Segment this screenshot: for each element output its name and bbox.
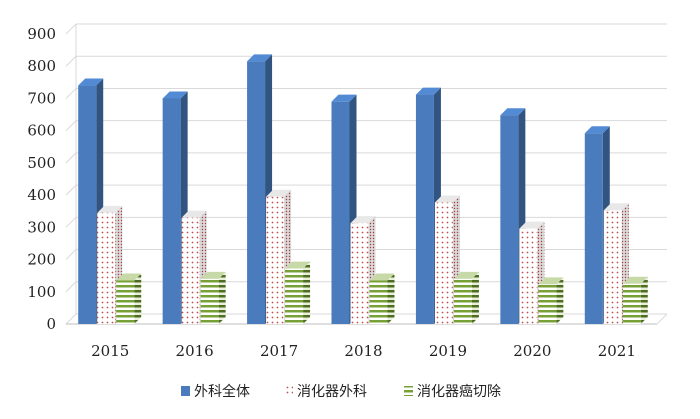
bar-front <box>453 278 472 324</box>
bar-front <box>603 210 622 324</box>
bar-top <box>538 277 564 285</box>
bar-top <box>200 271 226 279</box>
legend-label: 消化器癌切除 <box>417 384 501 400</box>
bar-front <box>97 212 116 324</box>
bar-front <box>350 223 369 324</box>
bar <box>116 273 142 324</box>
legend-label: 外科全体 <box>194 383 250 400</box>
bar <box>369 273 395 324</box>
y-tick-label: 700 <box>27 89 56 107</box>
x-tick-label: 2016 <box>176 342 214 360</box>
bar-top <box>434 195 460 203</box>
y-axis-ticks: 0 100 200 300 400 500 600 700 800 900 <box>27 25 56 333</box>
bar-front <box>162 98 181 324</box>
y-tick-label: 400 <box>27 186 56 204</box>
bar <box>538 277 564 324</box>
gridline-diag <box>65 313 77 325</box>
bar-front <box>519 228 538 324</box>
bar-top <box>622 276 648 284</box>
bar-top <box>350 216 376 224</box>
legend-item: 消化器癌切除 <box>404 384 501 400</box>
bar-front <box>78 85 97 324</box>
gridline-diag <box>65 88 77 99</box>
bar-top <box>78 78 104 86</box>
bar-side <box>640 276 648 324</box>
bar-front <box>181 217 200 324</box>
bar-top <box>162 91 188 99</box>
gridline-diag <box>65 23 77 35</box>
bar <box>285 261 311 324</box>
legend-swatch <box>404 386 413 396</box>
bars <box>78 54 648 325</box>
bar-top <box>453 271 479 279</box>
bar-side <box>134 273 142 324</box>
y-tick-label: 500 <box>27 154 56 172</box>
y-tick-label: 300 <box>27 218 56 236</box>
bar-front <box>584 133 603 324</box>
x-tick-label: 2019 <box>429 342 467 360</box>
bar-front <box>500 115 519 324</box>
gridline-diag <box>65 249 77 260</box>
x-tick-label: 2017 <box>260 342 298 360</box>
bar-front <box>369 280 388 324</box>
bar-front <box>200 278 219 324</box>
bar-top <box>415 87 441 95</box>
x-tick-label: 2021 <box>598 342 636 360</box>
bar-top <box>247 54 273 62</box>
x-axis-ticks: 2015 2016 2017 2018 2019 2020 2021 <box>91 342 636 360</box>
bar-front <box>434 202 453 324</box>
bar <box>200 271 226 324</box>
x-tick-label: 2020 <box>513 342 551 360</box>
gridline-diag <box>65 120 77 132</box>
legend: 外科全体 消化器外科 消化器癌切除 <box>181 383 501 400</box>
bar-top <box>369 273 395 281</box>
bar <box>453 271 479 324</box>
bar-front <box>266 196 285 324</box>
x-tick-label: 2015 <box>91 342 129 360</box>
bar-front <box>247 61 266 325</box>
y-tick-label: 800 <box>27 57 56 75</box>
y-tick-label: 0 <box>46 315 56 333</box>
y-tick-label: 200 <box>27 251 56 269</box>
y-tick-label: 900 <box>27 25 56 43</box>
bar-side <box>471 271 479 324</box>
bar-top <box>266 189 292 197</box>
legend-item: 外科全体 <box>181 383 250 400</box>
bar-top <box>603 203 629 211</box>
gridline-diag <box>65 55 77 67</box>
bar-side <box>387 273 395 324</box>
bar-top <box>584 126 610 134</box>
bar-front <box>285 268 304 324</box>
bar-side <box>556 277 564 324</box>
bar-top <box>181 210 207 218</box>
legend-item: 消化器外科 <box>284 384 367 400</box>
bar-front <box>622 283 641 324</box>
bar-side <box>218 271 226 324</box>
legend-swatch <box>181 386 190 396</box>
bar-front <box>331 101 350 325</box>
bar-front <box>415 94 434 324</box>
y-tick-label: 100 <box>27 283 56 301</box>
bar <box>434 195 460 324</box>
bar <box>622 276 648 324</box>
legend-label: 消化器外科 <box>297 384 367 400</box>
bar-front <box>538 284 557 324</box>
gridline-diag <box>65 184 77 196</box>
floor-edge-right <box>656 313 668 325</box>
bar-side <box>303 261 311 324</box>
gridline-diag <box>65 216 77 228</box>
bar-top <box>500 108 526 116</box>
gridline-diag <box>65 152 77 164</box>
bar-top <box>285 261 311 269</box>
gridline-diag <box>65 281 77 293</box>
bar-top <box>97 205 123 213</box>
bar-top <box>116 273 142 281</box>
legend-swatch <box>284 386 293 396</box>
bar-top <box>331 94 357 102</box>
bar-front <box>116 280 135 324</box>
y-tick-label: 600 <box>27 122 56 140</box>
x-tick-label: 2018 <box>344 342 382 360</box>
bar-top <box>519 221 545 229</box>
